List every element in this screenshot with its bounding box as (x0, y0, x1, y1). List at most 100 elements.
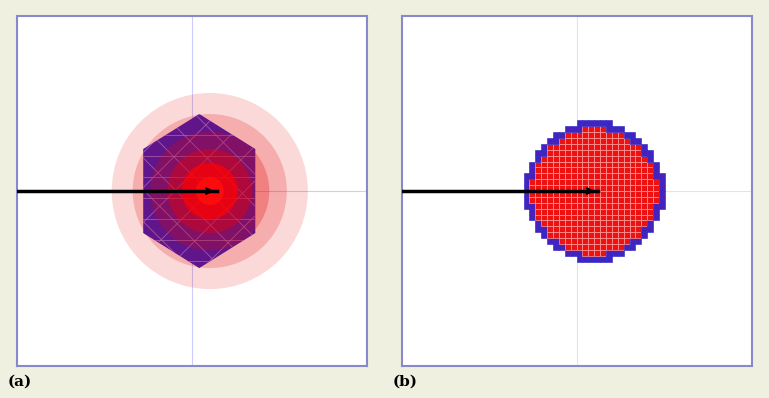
Bar (535, 174, 541, 179)
Bar (624, 168, 630, 174)
Bar (641, 162, 647, 168)
Bar (571, 162, 577, 168)
Bar (535, 150, 541, 156)
Bar (594, 244, 600, 250)
Bar (577, 179, 582, 185)
Bar (600, 220, 606, 226)
Bar (618, 209, 624, 215)
Bar (577, 120, 582, 126)
Bar (588, 256, 594, 262)
Bar (630, 168, 635, 174)
Circle shape (112, 93, 308, 289)
Bar (564, 174, 571, 179)
Bar (606, 226, 612, 232)
Bar (641, 150, 647, 156)
Bar (535, 156, 541, 162)
Bar (530, 197, 535, 203)
Bar (553, 191, 559, 197)
Bar (635, 179, 641, 185)
Bar (577, 162, 582, 168)
Bar (530, 162, 535, 168)
Bar (635, 197, 641, 203)
Bar (606, 120, 612, 126)
Bar (630, 215, 635, 220)
Bar (606, 168, 612, 174)
Bar (588, 138, 594, 144)
Bar (535, 197, 541, 203)
Bar (577, 220, 582, 226)
Bar (530, 168, 535, 174)
Bar (635, 144, 641, 150)
Bar (624, 179, 630, 185)
Bar (553, 215, 559, 220)
Bar (600, 256, 606, 262)
Bar (612, 197, 618, 203)
Bar (541, 220, 547, 226)
Bar (553, 144, 559, 150)
Bar (600, 174, 606, 179)
Bar (653, 191, 659, 197)
Bar (600, 168, 606, 174)
Bar (582, 150, 588, 156)
Bar (594, 168, 600, 174)
Bar (630, 179, 635, 185)
Bar (582, 238, 588, 244)
Bar (564, 185, 571, 191)
Bar (553, 132, 559, 138)
Bar (635, 174, 641, 179)
Bar (577, 185, 582, 191)
Bar (630, 185, 635, 191)
Bar (547, 144, 553, 150)
Bar (577, 126, 582, 132)
Bar (582, 244, 588, 250)
Bar (612, 138, 618, 144)
Bar (635, 226, 641, 232)
Bar (630, 162, 635, 168)
Bar (618, 232, 624, 238)
Bar (606, 138, 612, 144)
Bar (606, 150, 612, 156)
Bar (653, 209, 659, 215)
Bar (541, 232, 547, 238)
Bar (647, 150, 653, 156)
Bar (594, 238, 600, 244)
Bar (530, 191, 535, 197)
Bar (606, 185, 612, 191)
Bar (571, 226, 577, 232)
Bar (577, 215, 582, 220)
Bar (647, 226, 653, 232)
Bar (600, 150, 606, 156)
Bar (653, 215, 659, 220)
Bar (606, 250, 612, 256)
Bar (547, 209, 553, 215)
Bar (630, 197, 635, 203)
Bar (606, 256, 612, 262)
Bar (635, 156, 641, 162)
Bar (624, 132, 630, 138)
Bar (547, 220, 553, 226)
Bar (647, 156, 653, 162)
Bar (571, 191, 577, 197)
Bar (594, 226, 600, 232)
Bar (559, 244, 564, 250)
Bar (588, 120, 594, 126)
Bar (630, 232, 635, 238)
Bar (647, 179, 653, 185)
Bar (553, 179, 559, 185)
Bar (553, 162, 559, 168)
Bar (577, 256, 582, 262)
Bar (559, 232, 564, 238)
Bar (612, 232, 618, 238)
Bar (618, 162, 624, 168)
Bar (624, 138, 630, 144)
Bar (582, 132, 588, 138)
Bar (594, 174, 600, 179)
Bar (553, 138, 559, 144)
Bar (594, 179, 600, 185)
Bar (618, 220, 624, 226)
Bar (588, 191, 594, 197)
Bar (588, 209, 594, 215)
Bar (547, 174, 553, 179)
Bar (600, 197, 606, 203)
Bar (541, 185, 547, 191)
